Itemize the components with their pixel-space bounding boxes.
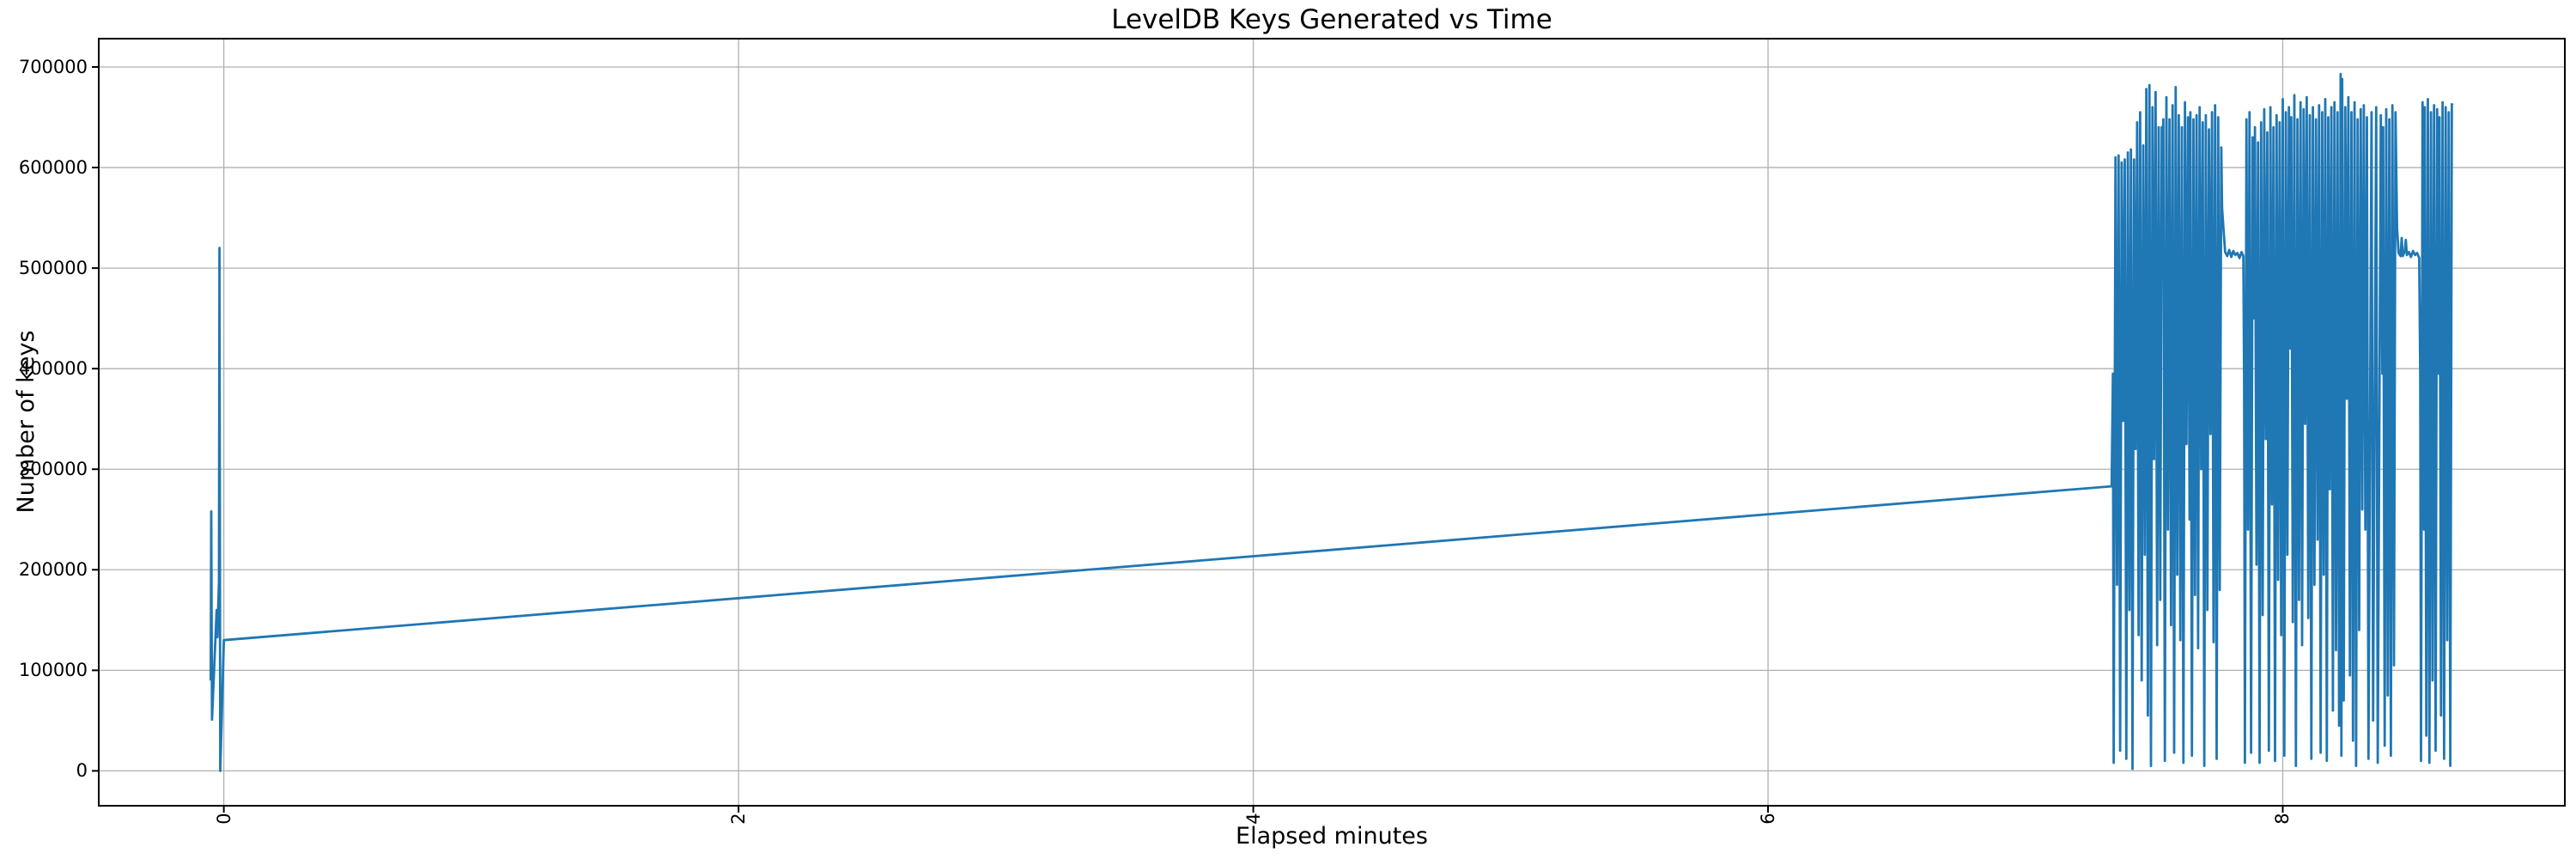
- y-tick-label: 400000: [18, 358, 88, 380]
- x-tick-label: 2: [728, 813, 750, 825]
- y-tick-label: 300000: [18, 459, 88, 480]
- chart-title: LevelDB Keys Generated vs Time: [1111, 4, 1552, 35]
- x-tick-label: 0: [213, 813, 234, 825]
- y-tick-label: 200000: [18, 559, 88, 581]
- y-tick-label: 0: [76, 760, 88, 782]
- x-tick-label: 8: [2272, 813, 2293, 825]
- y-tick-label: 600000: [18, 157, 88, 179]
- axis-ticks: [92, 65, 2284, 813]
- series-line: [210, 72, 2454, 772]
- y-tick-label: 100000: [18, 660, 88, 681]
- y-tick-label: 700000: [18, 56, 88, 77]
- plot-border: [98, 38, 2566, 807]
- x-tick-label: 6: [1758, 813, 1779, 825]
- y-tick-label: 500000: [18, 258, 88, 279]
- x-axis-label: Elapsed minutes: [1236, 823, 1428, 850]
